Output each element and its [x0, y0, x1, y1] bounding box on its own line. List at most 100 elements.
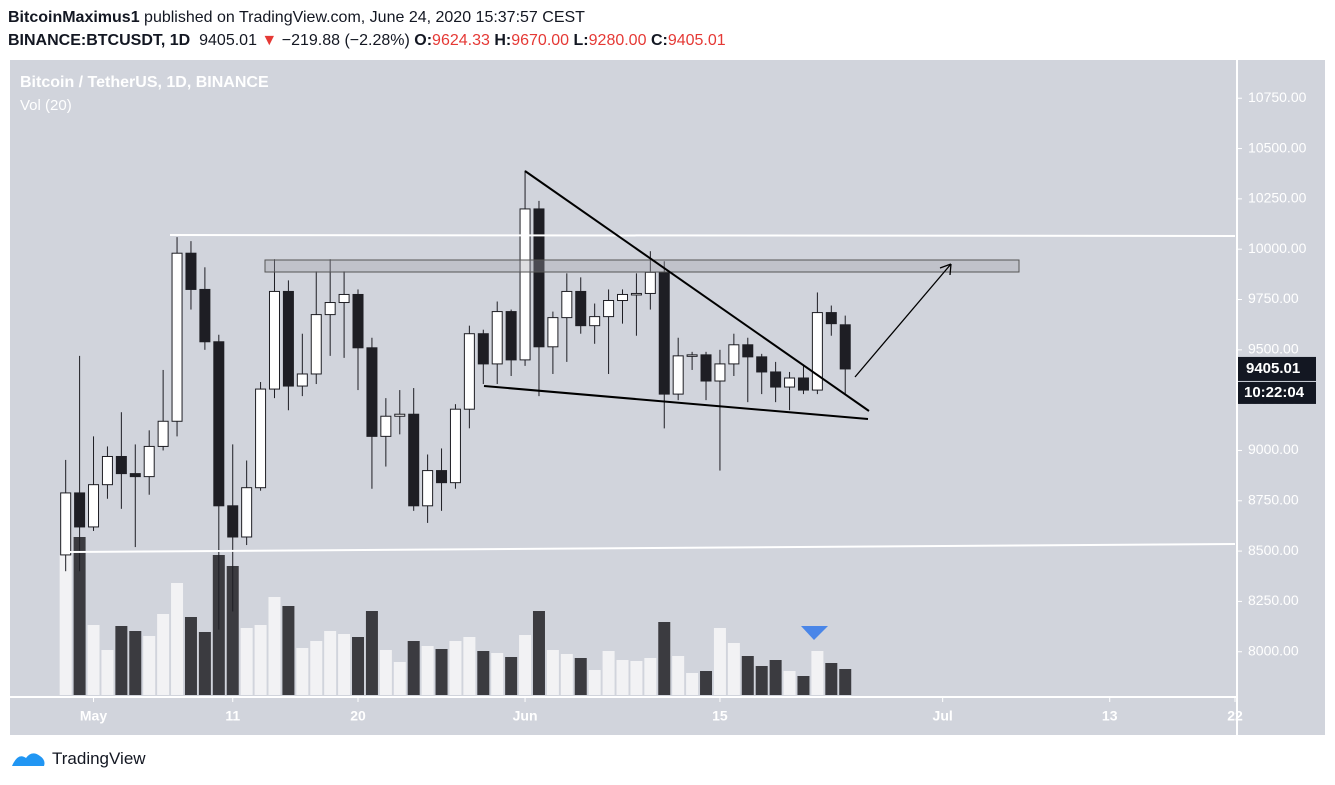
chart: Bitcoin / TetherUS, 1D, BINANCE Vol (20)…	[10, 60, 1325, 735]
last-price-label: 9405.01	[1246, 360, 1300, 377]
candle-body	[839, 324, 851, 370]
candle-body	[742, 344, 754, 358]
volume-bar	[686, 673, 699, 695]
x-tick-label: 15	[712, 708, 728, 724]
candle-body	[213, 341, 225, 507]
candle-body	[686, 354, 698, 357]
candle-body	[547, 317, 559, 348]
volume-bar	[700, 671, 713, 695]
candle-body	[199, 288, 211, 343]
candle-body	[282, 290, 294, 387]
low-value: 9280.00	[588, 32, 647, 49]
volume-bar	[282, 606, 295, 695]
last-price: 9405.01	[199, 32, 257, 49]
candle-body	[268, 290, 280, 390]
candle-body	[603, 300, 615, 318]
x-tick-label: 11	[225, 708, 240, 724]
author: BitcoinMaximus1	[8, 9, 140, 26]
resistance-line	[169, 234, 1236, 237]
x-tick-label: 20	[350, 708, 366, 724]
open-value: 9624.33	[432, 32, 490, 49]
candle-body	[60, 492, 72, 556]
candle-body	[533, 208, 545, 348]
volume-bar	[324, 631, 337, 695]
y-tick-label: 8250.00	[1248, 592, 1299, 608]
quote-line: BINANCE:BTCUSDT, 1D 9405.01 ▼ −219.88 (−…	[8, 29, 726, 52]
volume-bar	[87, 625, 100, 695]
plot	[59, 170, 852, 695]
candle-body	[589, 316, 601, 327]
candle-body	[672, 355, 684, 395]
candle-body	[422, 470, 434, 507]
y-tick-label: 10750.00	[1248, 89, 1307, 105]
volume-bar	[101, 650, 114, 695]
change-arrow: ▼	[261, 32, 278, 49]
y-tick-label: 10500.00	[1248, 139, 1307, 155]
candle-body	[477, 333, 489, 365]
volume-bar	[310, 641, 323, 695]
volume-bar	[226, 566, 239, 695]
candle-body	[227, 505, 239, 538]
y-tick-label: 10250.00	[1248, 190, 1307, 206]
high-value: 9670.00	[511, 32, 570, 49]
volume-bar	[379, 650, 392, 695]
volume-bar	[839, 669, 852, 695]
volume-bar	[574, 658, 587, 695]
volume-bar	[115, 626, 128, 695]
volume-bar	[797, 676, 810, 695]
volume-bar	[421, 646, 434, 695]
y-tick-label: 9500.00	[1248, 341, 1299, 357]
volume-bar	[171, 583, 184, 695]
volume-bar	[463, 637, 476, 695]
volume-bar	[143, 636, 156, 695]
candle-body	[366, 347, 378, 437]
candle-body	[143, 445, 155, 478]
candle-body	[505, 311, 517, 361]
candle-body	[115, 455, 127, 475]
volume-bar	[59, 555, 72, 695]
y-tick-label: 9000.00	[1248, 441, 1299, 457]
candle-body	[491, 311, 503, 365]
close-label: C:	[650, 32, 668, 49]
volume-bar	[519, 635, 532, 695]
change: −219.88 (−2.28%)	[281, 32, 410, 49]
candle-body	[88, 484, 100, 528]
volume-bar	[268, 597, 281, 695]
volume-bar	[658, 622, 671, 695]
resistance-zone	[264, 259, 1020, 273]
candle-body	[255, 388, 267, 489]
candle-body	[728, 344, 740, 365]
candle-body	[296, 373, 308, 387]
candle-body	[825, 312, 837, 325]
candle-body	[630, 292, 642, 296]
candle-body	[157, 420, 169, 447]
volume-bar	[532, 611, 545, 695]
volume-bar	[616, 660, 629, 695]
volume-bar	[588, 670, 601, 695]
volume-title: Vol (20)	[20, 97, 72, 114]
symbol: BINANCE:BTCUSDT, 1D	[8, 32, 191, 49]
last-price-box	[1238, 356, 1316, 381]
volume-bar	[560, 654, 573, 695]
volume-bar	[644, 658, 657, 695]
candle-body	[797, 377, 809, 391]
x-tick-label: May	[80, 708, 107, 724]
candle-body	[310, 314, 322, 375]
volume-bar	[769, 660, 782, 695]
candle-body	[756, 356, 768, 373]
volume-bar	[254, 625, 267, 695]
volume-bar	[449, 641, 462, 695]
volume-bar	[672, 656, 685, 695]
candle-body	[463, 333, 475, 410]
volume-bar	[755, 666, 768, 695]
volume-bar	[129, 631, 142, 695]
high-label: H:	[494, 32, 512, 49]
logo-text: TradingView	[52, 749, 146, 768]
candle-body	[394, 413, 406, 417]
volume-bar	[365, 611, 378, 695]
volume-bar	[338, 634, 351, 695]
candle-body	[714, 363, 726, 382]
volume-bar	[783, 671, 796, 695]
candle-body	[241, 487, 253, 538]
volume-bar	[184, 617, 197, 695]
